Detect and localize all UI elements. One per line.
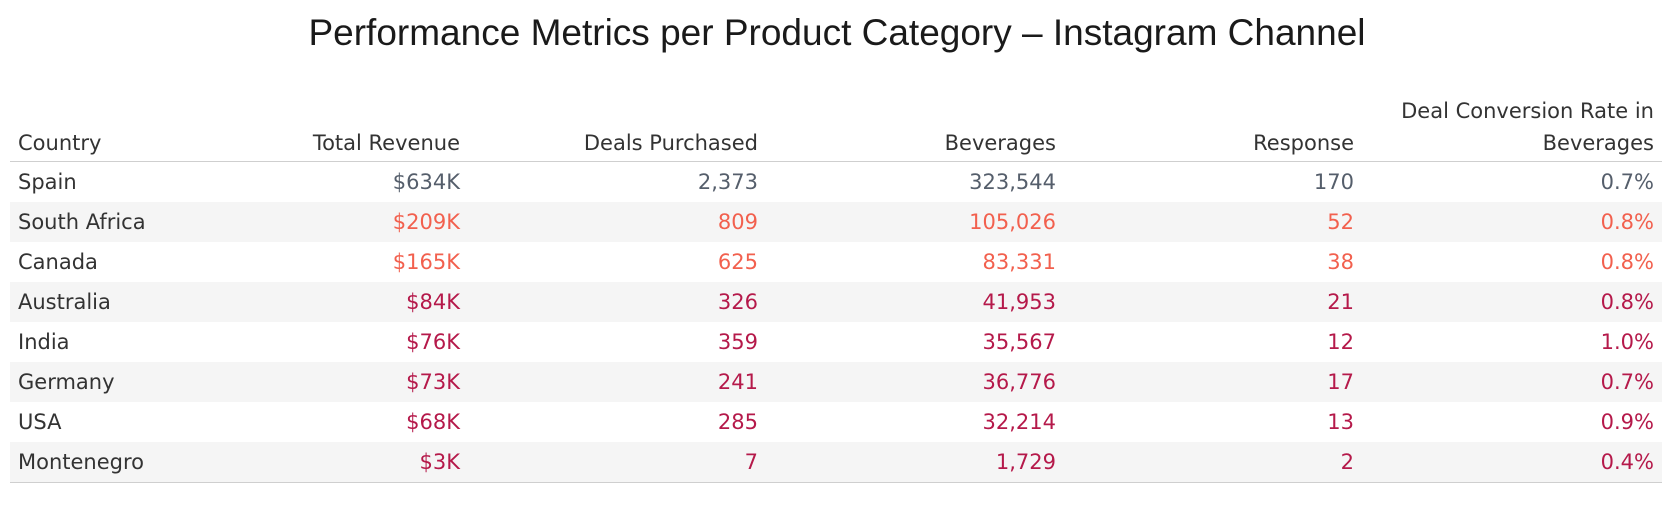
table-row: Australia $84K 326 41,953 21 0.8% bbox=[10, 282, 1662, 322]
cell-deals-purchased: 7 bbox=[468, 442, 766, 483]
cell-country: Spain bbox=[18, 170, 77, 194]
table-row: Germany $73K 241 36,776 17 0.7% bbox=[10, 362, 1662, 402]
column-header-total-revenue: Total Revenue bbox=[170, 93, 468, 162]
cell-country: Australia bbox=[10, 282, 170, 322]
cell-deals-purchased: 285 bbox=[717, 410, 758, 434]
cell-deals-purchased: 2,373 bbox=[697, 170, 758, 194]
cell-response: 2 bbox=[1064, 442, 1362, 483]
cell-deals-purchased: 241 bbox=[468, 362, 766, 402]
cell-total-revenue: $634K bbox=[392, 170, 460, 194]
column-header-deals-purchased: Deals Purchased bbox=[468, 93, 766, 162]
cell-response: 52 bbox=[1064, 202, 1362, 242]
cell-total-revenue: $73K bbox=[170, 362, 468, 402]
table-row: Montenegro $3K 7 1,729 2 0.4% bbox=[10, 442, 1662, 483]
chart-title: Performance Metrics per Product Category… bbox=[308, 12, 1366, 53]
cell-beverages: 1,729 bbox=[766, 442, 1064, 483]
table-row: Canada $165K 625 83,331 38 0.8% bbox=[10, 242, 1662, 282]
cell-deal-conversion-rate: 0.9% bbox=[1600, 410, 1654, 434]
cell-deals-purchased: 625 bbox=[717, 250, 758, 274]
cell-country: South Africa bbox=[10, 202, 170, 242]
cell-country: India bbox=[18, 330, 70, 354]
column-header-country: Country bbox=[10, 93, 170, 162]
table-row: India $76K 359 35,567 12 1.0% bbox=[10, 322, 1662, 362]
cell-deals-purchased: 326 bbox=[468, 282, 766, 322]
cell-response: 13 bbox=[1327, 410, 1354, 434]
cell-deal-conversion-rate: 0.4% bbox=[1362, 442, 1662, 483]
cell-beverages: 323,544 bbox=[969, 170, 1056, 194]
cell-beverages: 105,026 bbox=[766, 202, 1064, 242]
column-header-beverages: Beverages bbox=[766, 93, 1064, 162]
cell-deal-conversion-rate: 0.8% bbox=[1362, 282, 1662, 322]
cell-response: 17 bbox=[1064, 362, 1362, 402]
column-header-response: Response bbox=[1064, 93, 1362, 162]
cell-country: Germany bbox=[10, 362, 170, 402]
cell-deal-conversion-rate: 0.8% bbox=[1362, 202, 1662, 242]
cell-country: USA bbox=[18, 410, 62, 434]
cell-response: 170 bbox=[1313, 170, 1354, 194]
column-header-deal-conversion-rate: Deal Conversion Rate in Beverages bbox=[1362, 93, 1662, 162]
header-row: Country Total Revenue Deals Purchased Be… bbox=[10, 93, 1662, 162]
cell-beverages: 35,567 bbox=[982, 330, 1056, 354]
cell-country: Canada bbox=[18, 250, 98, 274]
table-body: Spain $634K 2,373 323,544 170 0.7% South Afric… bbox=[10, 162, 1662, 483]
cell-total-revenue: $3K bbox=[170, 442, 468, 483]
table-row: Spain $634K 2,373 323,544 170 0.7% bbox=[10, 162, 1662, 203]
cell-country: Montenegro bbox=[10, 442, 170, 483]
cell-beverages: 83,331 bbox=[982, 250, 1056, 274]
metrics-table: Country Total Revenue Deals Purchased Be… bbox=[10, 93, 1662, 483]
table-row: South Africa $209K 809 105,026 52 0.8% bbox=[10, 202, 1662, 242]
cell-deal-conversion-rate: 0.7% bbox=[1600, 170, 1654, 194]
cell-deal-conversion-rate: 1.0% bbox=[1600, 330, 1654, 354]
cell-total-revenue: $84K bbox=[170, 282, 468, 322]
table-row: USA $68K 285 32,214 13 0.9% bbox=[10, 402, 1662, 442]
cell-total-revenue: $209K bbox=[170, 202, 468, 242]
cell-response: 21 bbox=[1064, 282, 1362, 322]
cell-total-revenue: $165K bbox=[392, 250, 460, 274]
cell-response: 12 bbox=[1327, 330, 1354, 354]
cell-beverages: 36,776 bbox=[766, 362, 1064, 402]
cell-deals-purchased: 359 bbox=[717, 330, 758, 354]
cell-beverages: 32,214 bbox=[982, 410, 1056, 434]
cell-deal-conversion-rate: 0.8% bbox=[1600, 250, 1654, 274]
cell-response: 38 bbox=[1327, 250, 1354, 274]
cell-total-revenue: $76K bbox=[406, 330, 460, 354]
cell-deals-purchased: 809 bbox=[468, 202, 766, 242]
cell-total-revenue: $68K bbox=[406, 410, 460, 434]
cell-deal-conversion-rate: 0.7% bbox=[1362, 362, 1662, 402]
cell-beverages: 41,953 bbox=[766, 282, 1064, 322]
